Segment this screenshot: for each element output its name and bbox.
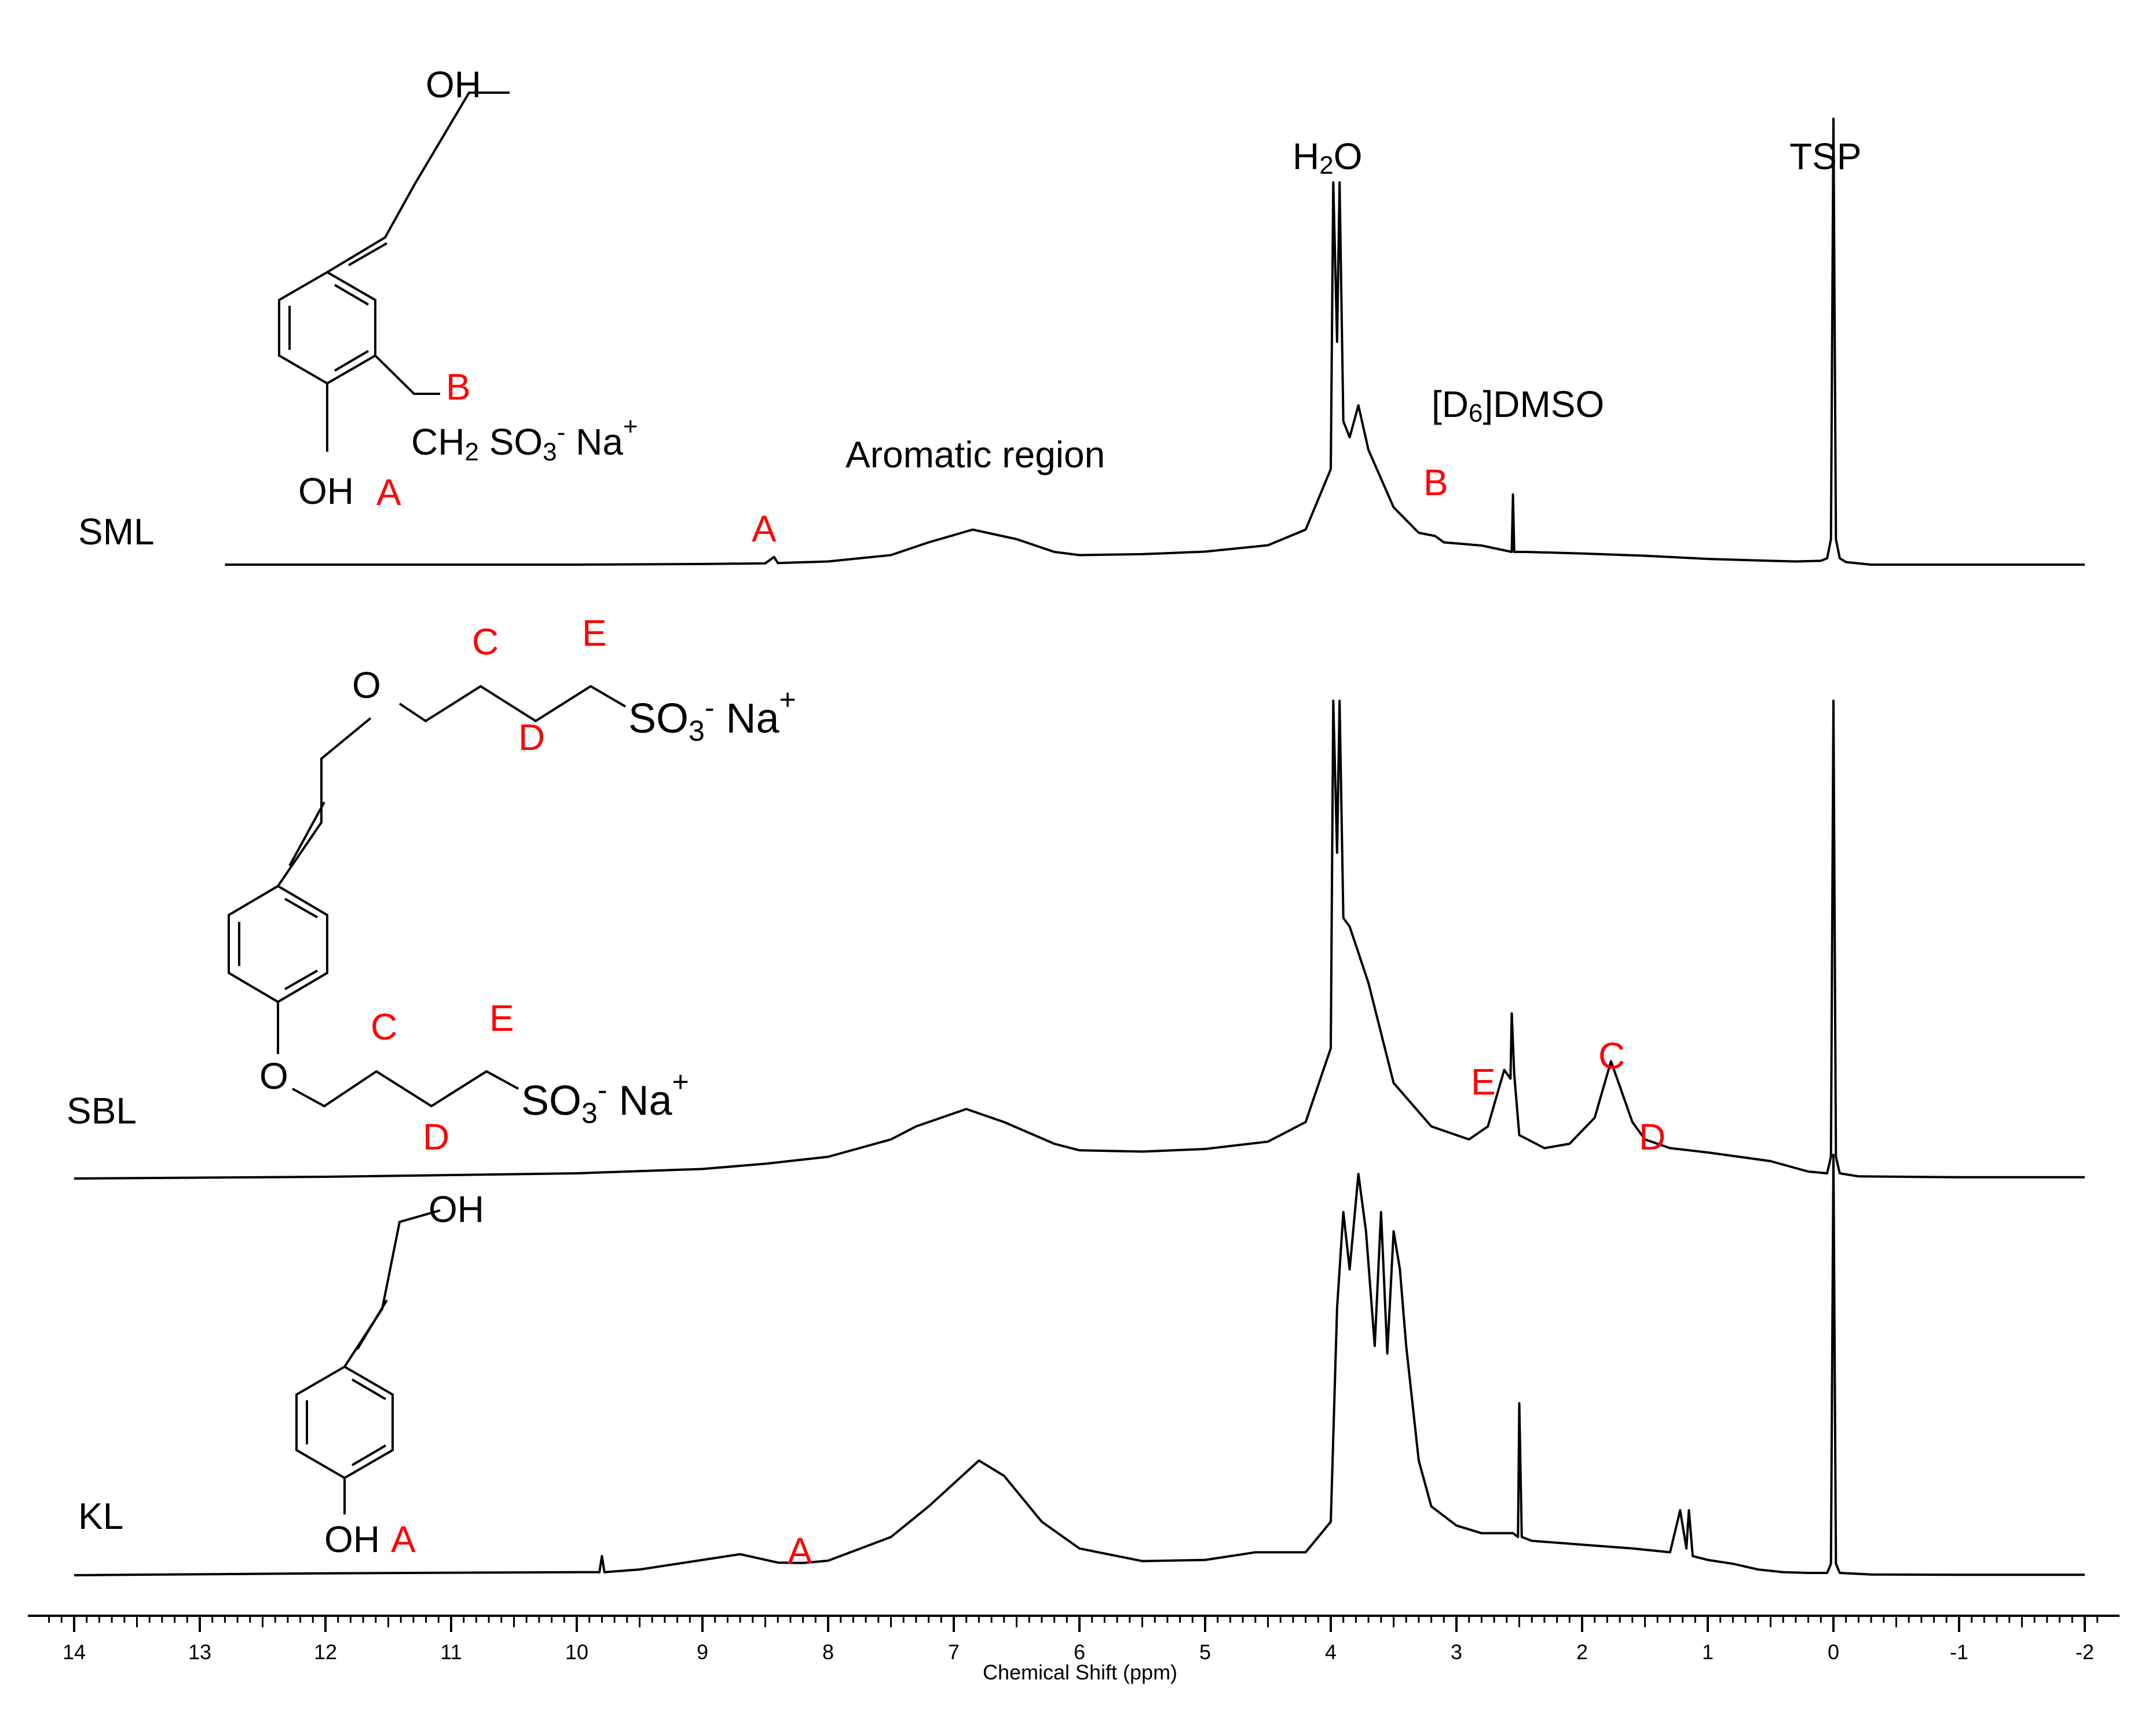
- svg-text:C: C: [371, 1006, 397, 1048]
- x-tick-label: 1: [1702, 1640, 1714, 1664]
- x-tick-label: 7: [948, 1640, 960, 1664]
- spectrum-line-kl: [74, 1154, 2085, 1576]
- x-tick-label: 2: [1576, 1640, 1588, 1664]
- svg-text:O: O: [352, 664, 381, 706]
- x-tick-label: 6: [1074, 1640, 1085, 1664]
- x-tick-label: 12: [314, 1640, 337, 1664]
- svg-text:SO3- Na+: SO3- Na+: [628, 683, 796, 747]
- svg-text:SO3- Na+: SO3- Na+: [521, 1066, 689, 1129]
- svg-text:C: C: [472, 621, 499, 663]
- svg-text:B: B: [446, 366, 471, 408]
- svg-text:OH: OH: [324, 1518, 380, 1560]
- x-tick-label: 0: [1828, 1640, 1839, 1664]
- spectrum-line-sml: [225, 118, 2085, 566]
- svg-text:CH2 SO3- Na+: CH2 SO3- Na+: [411, 412, 638, 466]
- x-tick-label: 4: [1325, 1640, 1337, 1664]
- peak-label-a-sml: A: [752, 508, 777, 550]
- svg-text:A: A: [376, 471, 401, 513]
- annotation-dmso: [D6]DMSO: [1432, 383, 1604, 427]
- x-axis: 14 13 12 11 10 9 8 7 6 5 4 3 2 1 0 -1 -2: [28, 1615, 2120, 1664]
- svg-text:O: O: [259, 1055, 288, 1097]
- series-label-kl: KL: [78, 1495, 123, 1537]
- svg-text:D: D: [423, 1116, 449, 1158]
- series-label-sml: SML: [78, 511, 155, 552]
- structure-sbl: O O C E D C E D SO3- Na+ SO3- Na+: [228, 612, 796, 1158]
- x-tick-label: 8: [822, 1640, 834, 1664]
- peak-label-a-kl: A: [788, 1530, 812, 1572]
- peak-label-c-sbl: C: [1598, 1035, 1625, 1077]
- svg-text:OH: OH: [429, 1188, 484, 1230]
- svg-text:OH: OH: [298, 470, 354, 512]
- annotation-aromatic-region: Aromatic region: [845, 434, 1105, 475]
- x-tick-label: -2: [2076, 1640, 2094, 1664]
- x-tick-label: 13: [188, 1640, 211, 1664]
- spectrum-line-sbl: [74, 700, 2085, 1180]
- svg-text:A: A: [391, 1518, 416, 1560]
- x-tick-label: 11: [440, 1640, 462, 1664]
- structure-sml: OH OH A B CH2 SO3- Na+: [278, 64, 638, 513]
- x-tick-label: 5: [1199, 1640, 1211, 1664]
- svg-text:E: E: [489, 997, 514, 1039]
- peak-label-e-sbl: E: [1471, 1061, 1496, 1103]
- annotation-water: H2O: [1293, 136, 1362, 180]
- svg-text:E: E: [582, 612, 607, 654]
- spectra-traces: [74, 118, 2085, 1576]
- x-axis-label: Chemical Shift (ppm): [983, 1660, 1177, 1684]
- x-tick-label: 14: [63, 1640, 86, 1664]
- x-tick-label: 10: [565, 1640, 588, 1664]
- svg-text:D: D: [518, 716, 545, 758]
- peak-label-b-sml: B: [1423, 462, 1448, 503]
- x-tick-label: -1: [1950, 1640, 1968, 1664]
- x-tick-label: 9: [697, 1640, 708, 1664]
- annotation-tsp: TSP: [1789, 136, 1861, 177]
- x-tick-label: 3: [1451, 1640, 1462, 1664]
- structure-kl: OH OH A: [295, 1188, 484, 1560]
- series-label-sbl: SBL: [67, 1090, 137, 1132]
- svg-text:OH: OH: [426, 64, 481, 105]
- peak-label-d-sbl: D: [1639, 1116, 1665, 1158]
